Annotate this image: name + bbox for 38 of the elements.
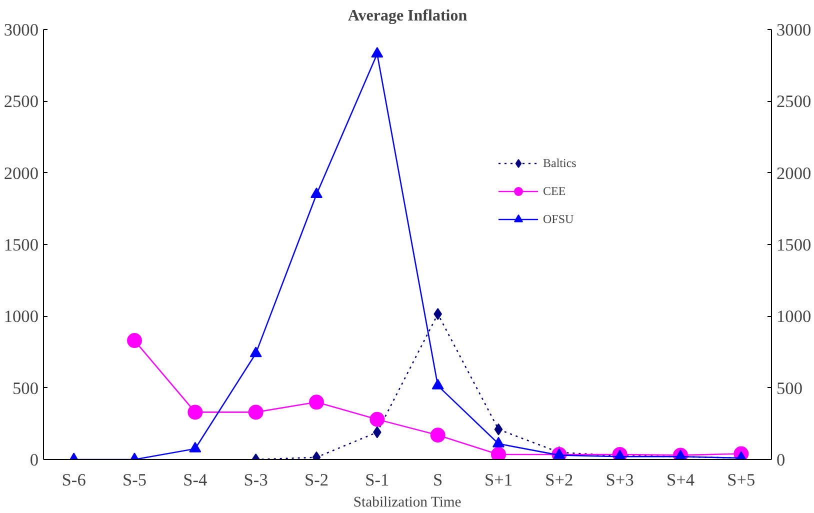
x-tick-label: S+2 [545, 470, 574, 490]
y-tick-label: 2000 [4, 164, 38, 183]
x-tick-label: S+4 [666, 470, 695, 490]
x-tick-label: S-6 [62, 470, 86, 490]
y2-tick-label: 1500 [776, 236, 812, 254]
y-tick-label: 1500 [4, 236, 38, 254]
chart-title: Average Inflation [348, 8, 468, 24]
y2-tick-label: 3000 [776, 20, 812, 40]
point [250, 346, 262, 358]
x-tick-label: S [433, 470, 443, 490]
y-tick-label: 500 [12, 378, 39, 398]
point [189, 442, 202, 452]
y-tick-label: 0 [30, 450, 39, 470]
y2-tick-label: 2500 [776, 92, 812, 112]
x-tick-label: S-2 [304, 470, 329, 490]
x-tick-label: S+1 [484, 470, 513, 490]
x-tick-label: S+5 [727, 470, 756, 490]
y2-tick-label: 500 [776, 378, 802, 398]
y-tick-label: 3000 [4, 20, 38, 40]
x-tick-label: S-5 [122, 470, 147, 490]
x-tick-label: S-3 [244, 470, 268, 490]
y-tick-label: 2500 [4, 92, 38, 112]
point [432, 378, 444, 390]
x-tick-label: S-4 [183, 470, 208, 490]
point [371, 47, 384, 58]
legend-label: CEE [543, 184, 566, 198]
point [310, 187, 322, 198]
y2-tick-label: 0 [776, 450, 786, 470]
x-tick-label: S-1 [365, 470, 390, 490]
y2-tick-label: 1000 [776, 307, 812, 326]
x-tick-label: S+3 [606, 470, 634, 490]
legend-label: Baltics [543, 156, 576, 170]
y-tick-label: 1000 [4, 307, 38, 326]
point [491, 446, 506, 460]
legend-label: OFSU [543, 212, 574, 226]
point [492, 436, 504, 448]
y2-tick-label: 2000 [776, 164, 812, 183]
x-axis-title: Stabilization Time [353, 494, 462, 510]
